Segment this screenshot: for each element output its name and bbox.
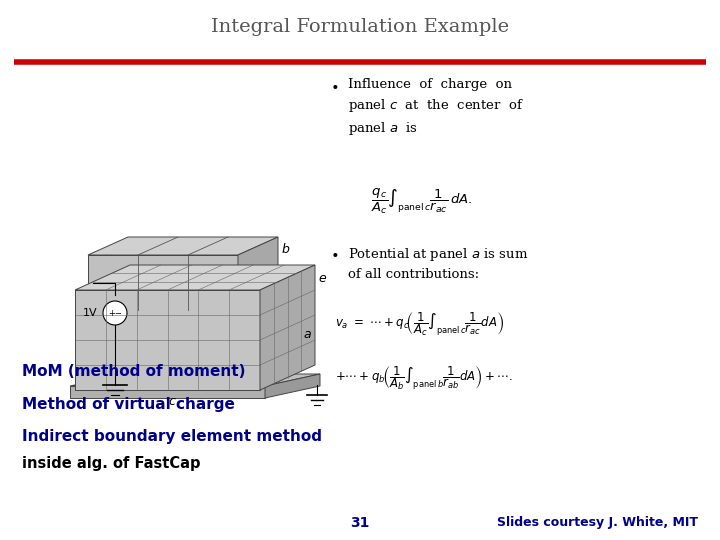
Text: Slides courtesy J. White, MIT: Slides courtesy J. White, MIT	[498, 516, 698, 529]
Text: $c$: $c$	[168, 395, 176, 408]
Text: $+ \cdots + q_b\!\left(\dfrac{1}{A_b}\int_{\mathrm{panel}\,b}\dfrac{1}{r_{ab}}dA: $+ \cdots + q_b\!\left(\dfrac{1}{A_b}\in…	[335, 364, 513, 392]
Text: $a$: $a$	[302, 328, 312, 341]
Text: $e$: $e$	[318, 272, 327, 285]
Polygon shape	[265, 374, 320, 398]
Text: $v_a \ = \ \cdots + q_c\!\left(\dfrac{1}{A_c}\int_{\mathrm{panel}\,c}\dfrac{1}{r: $v_a \ = \ \cdots + q_c\!\left(\dfrac{1}…	[335, 310, 504, 338]
Polygon shape	[88, 255, 238, 310]
Text: $\bullet$: $\bullet$	[330, 246, 338, 260]
Circle shape	[103, 301, 127, 325]
Text: 1V: 1V	[82, 308, 97, 318]
Text: Integral Formulation Example: Integral Formulation Example	[211, 18, 509, 36]
Polygon shape	[75, 290, 260, 390]
Text: Potential at panel $a$ is sum
of all contributions:: Potential at panel $a$ is sum of all con…	[348, 246, 528, 281]
Polygon shape	[70, 386, 265, 398]
Text: +−: +−	[108, 308, 122, 318]
Polygon shape	[88, 237, 278, 255]
Text: MoM (method of moment): MoM (method of moment)	[22, 364, 245, 380]
Text: Method of virtual charge: Method of virtual charge	[22, 397, 235, 412]
Polygon shape	[75, 265, 315, 290]
Polygon shape	[260, 265, 315, 390]
Text: Indirect boundary element method: Indirect boundary element method	[22, 429, 322, 444]
Text: inside alg. of FastCap: inside alg. of FastCap	[22, 456, 200, 471]
Text: $b$: $b$	[281, 242, 290, 256]
Text: $\bullet$: $\bullet$	[330, 78, 338, 92]
Polygon shape	[70, 374, 320, 386]
Text: $\dfrac{q_c}{A_c} \int_{\mathrm{panel}\,c} \dfrac{1}{r_{ac}}\, dA.$: $\dfrac{q_c}{A_c} \int_{\mathrm{panel}\,…	[371, 186, 472, 215]
Text: Influence  of  charge  on
panel $c$  at  the  center  of
panel $a$  is: Influence of charge on panel $c$ at the …	[348, 78, 524, 137]
Polygon shape	[238, 237, 278, 310]
Text: 31: 31	[351, 516, 369, 530]
